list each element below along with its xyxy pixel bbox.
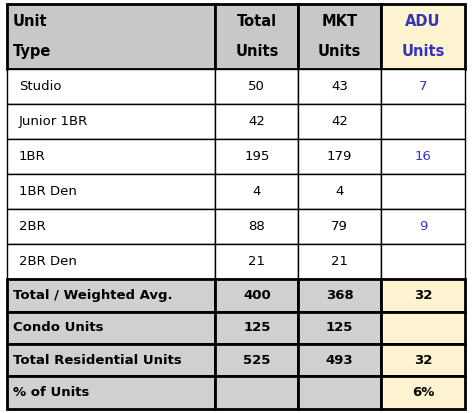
Bar <box>215 376 298 409</box>
Text: Studio: Studio <box>19 81 61 93</box>
Text: 368: 368 <box>326 289 354 302</box>
Text: Total Residential Units: Total Residential Units <box>13 354 182 367</box>
Bar <box>215 209 298 244</box>
Text: 525: 525 <box>243 354 270 367</box>
Bar <box>7 69 215 104</box>
Bar <box>298 376 381 409</box>
Text: 21: 21 <box>248 255 265 268</box>
Text: 4: 4 <box>253 185 261 198</box>
Bar <box>381 174 465 209</box>
Text: 42: 42 <box>248 115 265 128</box>
Text: % of Units: % of Units <box>13 386 89 399</box>
Bar <box>298 104 381 139</box>
Text: ADU: ADU <box>405 14 441 28</box>
Text: 21: 21 <box>331 255 348 268</box>
Text: 2BR Den: 2BR Den <box>19 255 77 268</box>
Bar <box>298 279 381 311</box>
Bar <box>298 174 381 209</box>
Bar <box>298 69 381 104</box>
Text: 32: 32 <box>414 289 432 302</box>
Text: 2BR: 2BR <box>19 220 46 233</box>
Bar <box>298 244 381 279</box>
Bar <box>7 104 215 139</box>
Text: Total: Total <box>237 14 277 28</box>
Text: Condo Units: Condo Units <box>13 321 103 334</box>
Bar <box>298 209 381 244</box>
Bar <box>381 139 465 174</box>
Text: MKT: MKT <box>321 14 358 28</box>
Bar <box>215 344 298 376</box>
Bar <box>381 4 465 69</box>
Text: Total / Weighted Avg.: Total / Weighted Avg. <box>13 289 172 302</box>
Bar <box>215 279 298 311</box>
Bar <box>298 311 381 344</box>
Text: 4: 4 <box>336 185 344 198</box>
Text: 493: 493 <box>326 354 354 367</box>
Text: 179: 179 <box>327 150 353 163</box>
Bar <box>298 344 381 376</box>
Text: 6%: 6% <box>412 386 434 399</box>
Bar <box>381 279 465 311</box>
Text: 195: 195 <box>244 150 270 163</box>
Bar <box>298 4 381 69</box>
Bar <box>7 4 215 69</box>
Bar <box>7 139 215 174</box>
Bar <box>215 244 298 279</box>
Text: Units: Units <box>401 44 445 59</box>
Bar <box>381 104 465 139</box>
Text: 16: 16 <box>414 150 431 163</box>
Bar <box>215 174 298 209</box>
Text: 42: 42 <box>331 115 348 128</box>
Bar <box>381 376 465 409</box>
Text: 9: 9 <box>419 220 427 233</box>
Bar <box>381 311 465 344</box>
Bar <box>7 174 215 209</box>
Text: 43: 43 <box>331 81 348 93</box>
Bar <box>381 69 465 104</box>
Text: 125: 125 <box>243 321 270 334</box>
Bar <box>7 244 215 279</box>
Bar <box>215 69 298 104</box>
Bar <box>215 104 298 139</box>
Text: 1BR: 1BR <box>19 150 46 163</box>
Bar <box>381 344 465 376</box>
Text: 400: 400 <box>243 289 271 302</box>
Text: 88: 88 <box>248 220 265 233</box>
Bar <box>215 139 298 174</box>
Text: 7: 7 <box>419 81 427 93</box>
Bar <box>381 244 465 279</box>
Bar <box>7 311 215 344</box>
Text: Junior 1BR: Junior 1BR <box>19 115 88 128</box>
Bar <box>7 209 215 244</box>
Bar <box>298 139 381 174</box>
Bar <box>7 279 215 311</box>
Text: 79: 79 <box>331 220 348 233</box>
Bar <box>7 344 215 376</box>
Text: Type: Type <box>13 44 51 59</box>
Text: Units: Units <box>235 44 278 59</box>
Text: 50: 50 <box>248 81 265 93</box>
Text: Units: Units <box>318 44 362 59</box>
Text: 1BR Den: 1BR Den <box>19 185 77 198</box>
Text: 125: 125 <box>326 321 354 334</box>
Text: 32: 32 <box>414 354 432 367</box>
Bar <box>7 376 215 409</box>
Bar <box>215 4 298 69</box>
Bar <box>381 209 465 244</box>
Text: Unit: Unit <box>13 14 47 28</box>
Bar <box>215 311 298 344</box>
